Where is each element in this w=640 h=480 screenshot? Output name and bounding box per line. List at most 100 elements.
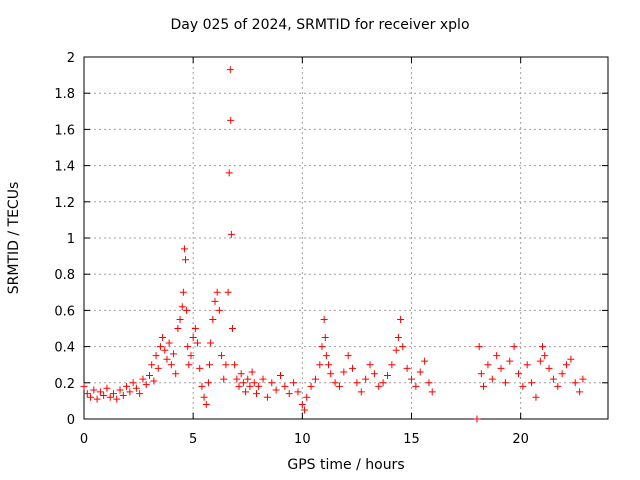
data-point xyxy=(152,352,160,360)
data-point xyxy=(303,393,311,401)
data-point xyxy=(416,368,424,376)
data-point xyxy=(477,370,485,378)
data-point xyxy=(207,339,215,347)
data-point xyxy=(87,393,95,401)
data-point xyxy=(96,388,104,396)
data-point xyxy=(189,334,197,342)
data-point xyxy=(579,375,587,383)
data-point xyxy=(220,375,228,383)
data-point xyxy=(183,306,191,314)
data-point xyxy=(163,355,171,363)
data-point xyxy=(298,401,306,409)
data-point xyxy=(399,343,407,351)
data-point xyxy=(528,379,536,387)
data-point xyxy=(156,343,164,351)
data-point xyxy=(129,379,137,387)
data-point xyxy=(539,343,546,351)
data-point xyxy=(227,230,235,238)
y-tick-label: 0.6 xyxy=(54,304,75,319)
y-tick-label: 0.2 xyxy=(54,377,75,392)
data-point xyxy=(331,379,339,387)
data-point xyxy=(172,370,180,378)
data-point xyxy=(357,388,365,396)
chart-title: Day 025 of 2024, SRMTID for receiver xpl… xyxy=(170,17,470,33)
data-point xyxy=(231,361,239,369)
data-point xyxy=(567,355,575,363)
data-point xyxy=(167,361,175,369)
data-point xyxy=(109,390,117,398)
data-point xyxy=(536,357,544,365)
data-point xyxy=(397,315,405,323)
data-point xyxy=(421,357,429,365)
data-point xyxy=(344,352,352,360)
data-point xyxy=(277,372,284,380)
y-tick-label: 1.6 xyxy=(54,123,75,138)
data-point xyxy=(226,66,234,74)
data-point xyxy=(200,393,208,401)
data-point xyxy=(576,388,584,396)
data-point xyxy=(362,375,370,383)
data-point xyxy=(206,361,214,369)
x-tick-label: 20 xyxy=(512,432,529,447)
data-point xyxy=(123,382,131,390)
data-point xyxy=(307,382,315,390)
data-point xyxy=(294,388,302,396)
data-point xyxy=(281,382,289,390)
data-point xyxy=(178,303,186,311)
data-point xyxy=(185,361,193,369)
grid-lines xyxy=(84,57,608,419)
data-point xyxy=(204,379,212,387)
data-point xyxy=(473,415,481,423)
data-point xyxy=(263,393,271,401)
data-point xyxy=(501,379,509,387)
data-point xyxy=(484,361,492,369)
data-point xyxy=(425,379,433,387)
data-point xyxy=(159,334,167,342)
data-point xyxy=(519,382,527,390)
x-tick-label: 0 xyxy=(80,432,88,447)
data-point xyxy=(506,357,514,365)
y-tick-label: 1.2 xyxy=(54,196,75,211)
data-point xyxy=(301,406,309,414)
data-point xyxy=(412,382,420,390)
data-point xyxy=(488,375,496,383)
data-point xyxy=(103,384,111,392)
data-point xyxy=(142,381,150,389)
data-point xyxy=(165,339,173,347)
data-point xyxy=(182,256,190,264)
data-point xyxy=(558,370,566,378)
data-point xyxy=(184,343,192,351)
data-point xyxy=(549,375,557,383)
data-point xyxy=(202,401,210,409)
y-tick-label: 1 xyxy=(67,232,75,247)
data-point xyxy=(571,379,579,387)
y-tick-label: 1.8 xyxy=(54,87,75,102)
data-point xyxy=(327,370,335,378)
data-point xyxy=(80,382,88,390)
data-point xyxy=(225,169,233,177)
data-point xyxy=(366,361,374,369)
data-point xyxy=(119,391,127,399)
data-point xyxy=(196,364,204,372)
data-point xyxy=(136,390,144,398)
data-point xyxy=(554,382,562,390)
data-point xyxy=(349,364,357,372)
y-tick-label: 2 xyxy=(67,51,75,66)
data-point xyxy=(383,372,391,380)
data-point xyxy=(90,386,98,394)
data-point xyxy=(514,370,522,378)
data-point xyxy=(132,384,140,392)
data-point xyxy=(100,391,108,399)
data-point xyxy=(170,350,178,358)
data-point xyxy=(209,315,217,323)
data-point xyxy=(198,382,206,390)
data-point xyxy=(83,390,91,398)
data-point xyxy=(244,375,252,383)
data-point xyxy=(353,379,361,387)
data-point xyxy=(497,364,505,372)
data-point xyxy=(106,393,114,401)
data-point xyxy=(268,379,276,387)
data-point xyxy=(272,386,280,394)
data-point xyxy=(510,343,518,351)
